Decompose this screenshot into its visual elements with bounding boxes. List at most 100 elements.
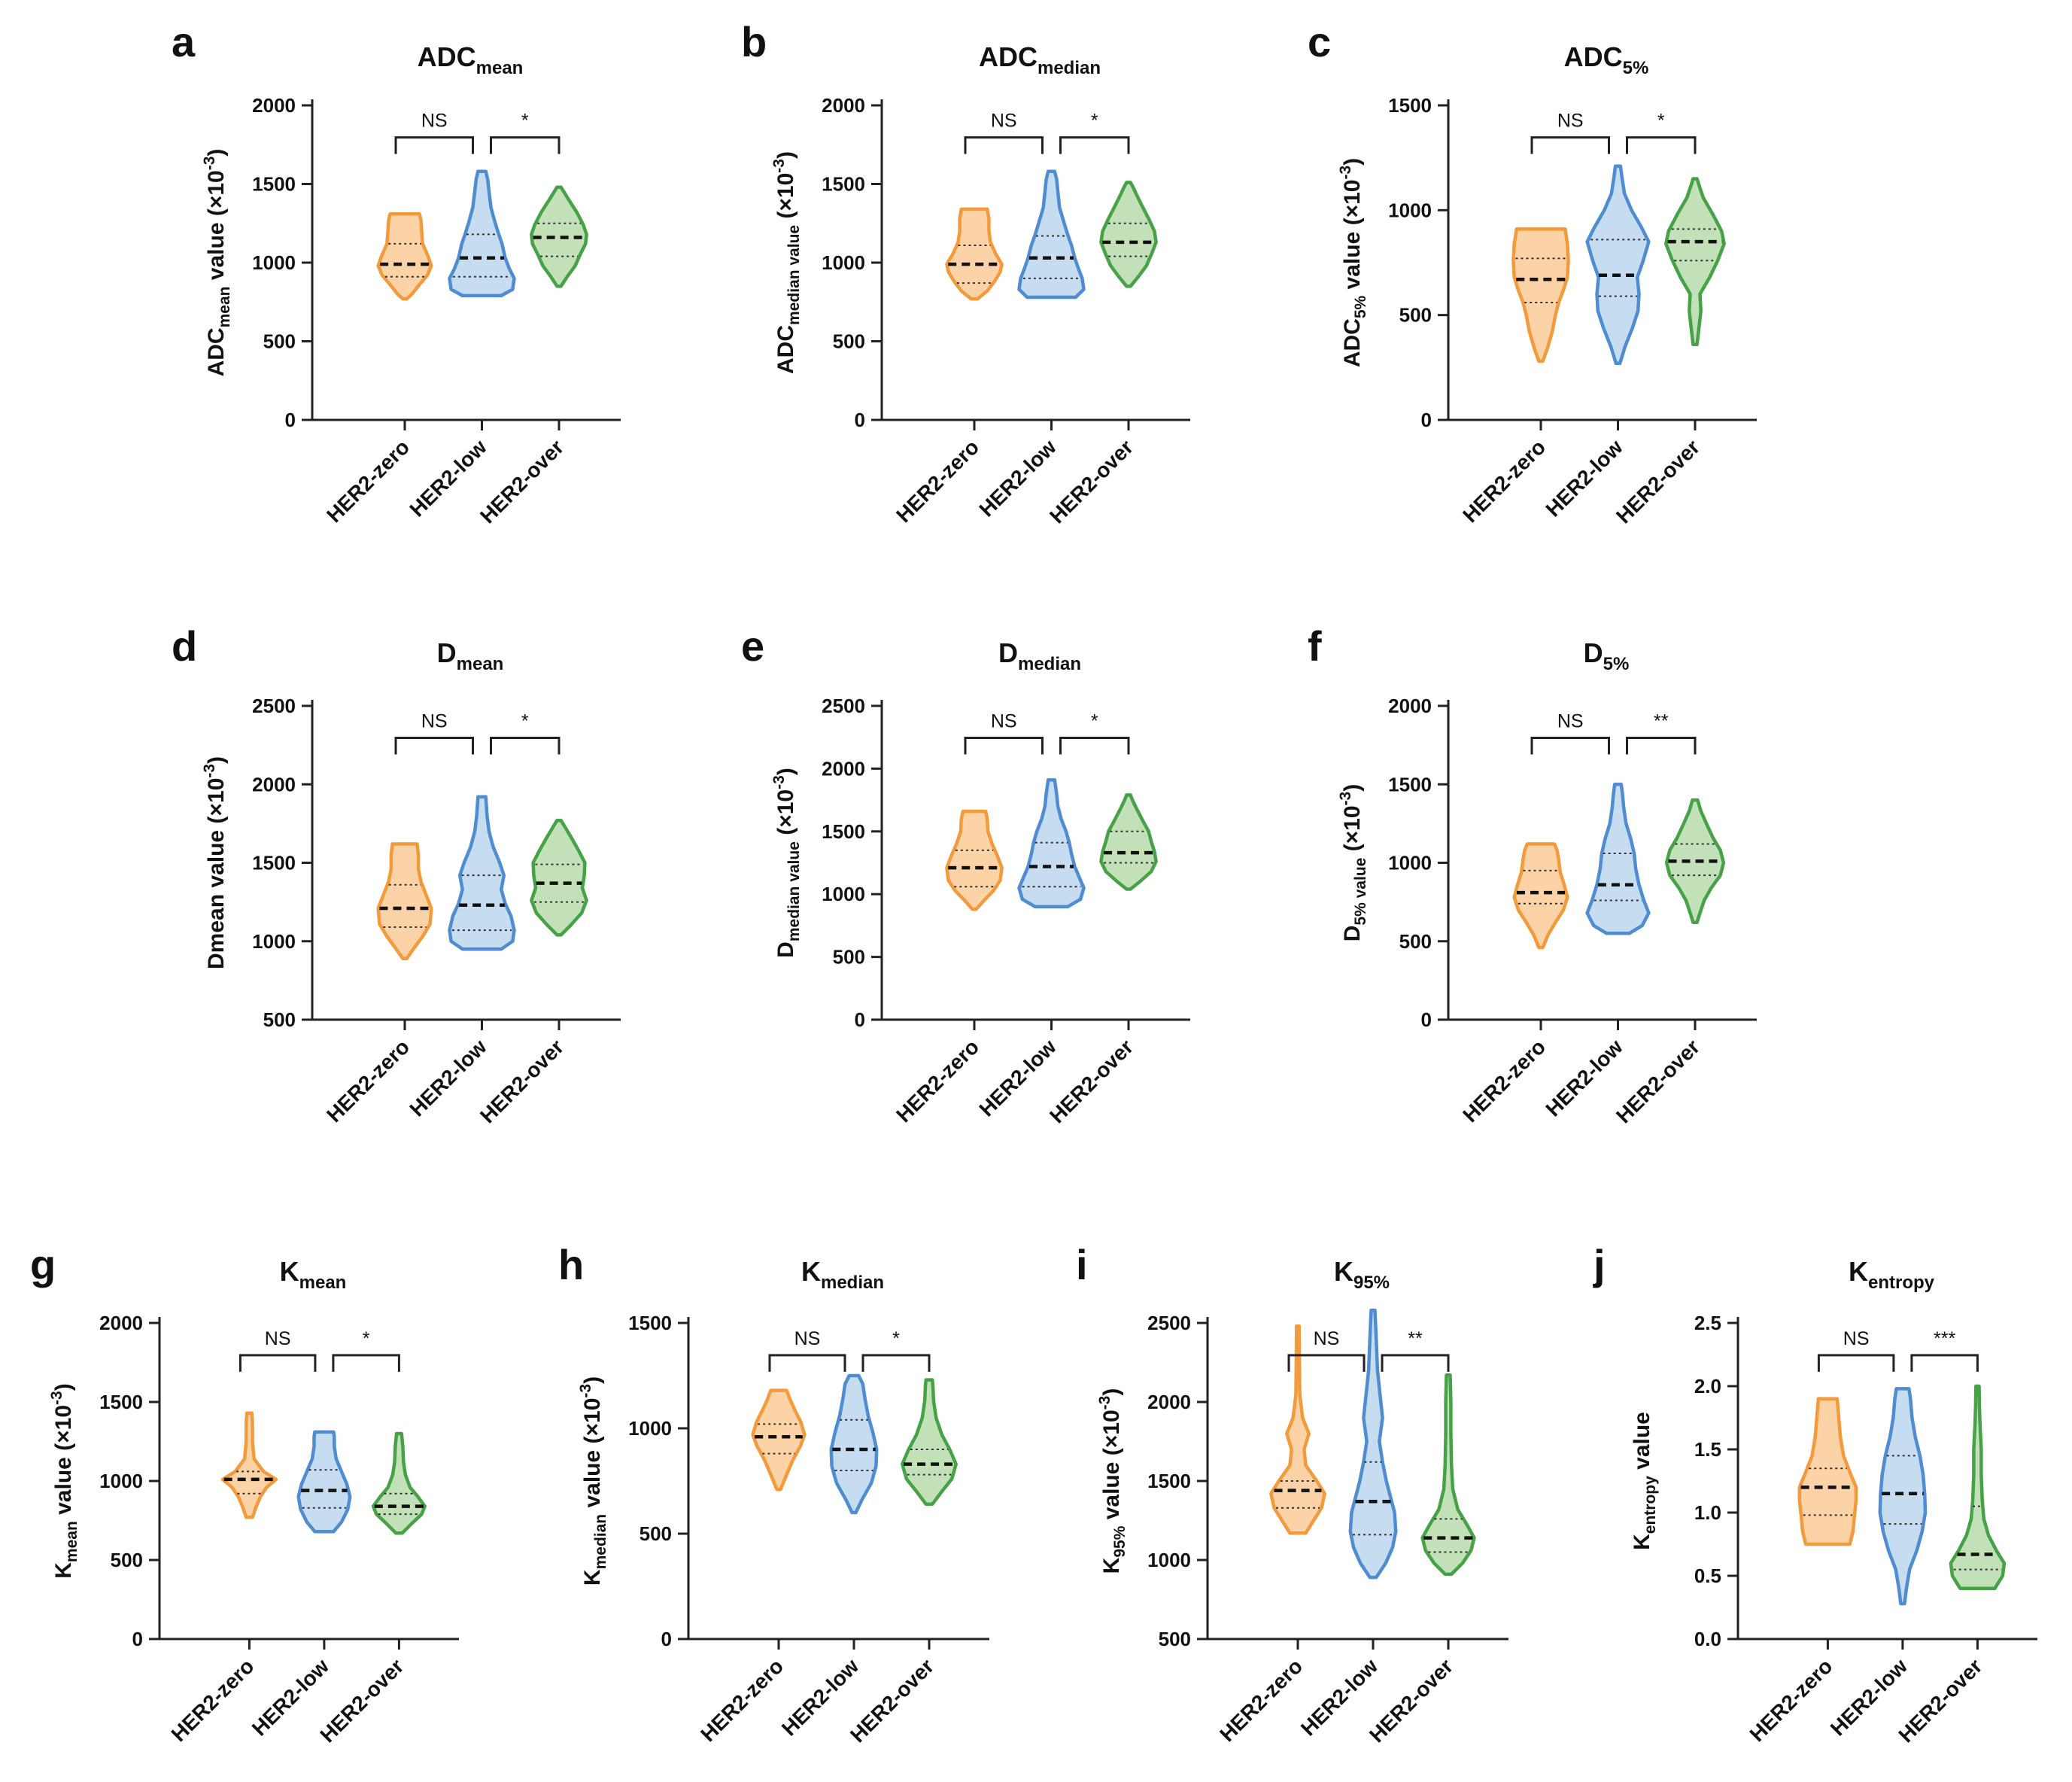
panel-letter: h (558, 1241, 584, 1288)
significance-label: * (892, 1328, 900, 1349)
chart-title: K95% (1334, 1256, 1390, 1293)
x-category-label: HER2-zero (1745, 1654, 1837, 1746)
violin-body (530, 818, 588, 937)
significance-bracket: NS (768, 1328, 846, 1372)
violin-body (1664, 798, 1726, 924)
significance-bracket: * (332, 1328, 400, 1372)
violin-body (1585, 164, 1651, 366)
x-category-label: HER2-over (1045, 1035, 1138, 1127)
bracket-line (964, 736, 1044, 755)
significance-label: NS (991, 710, 1017, 731)
y-tick-label: 500 (263, 1008, 296, 1031)
y-tick-label: 1000 (1388, 199, 1432, 221)
violin-her2-low (296, 1430, 352, 1534)
y-tick-label: 500 (263, 330, 296, 353)
significance-label: * (1657, 111, 1665, 132)
y-axis-label: D5% value (×10-3) (1337, 784, 1369, 941)
chart-title: Dmedian (998, 637, 1081, 674)
significance-label: * (521, 111, 529, 132)
violin-body (945, 207, 1004, 301)
bracket-line (490, 136, 561, 154)
y-axis-label: ADCmedian value (×10-3) (770, 151, 803, 374)
y-tick-label: 1500 (628, 1312, 672, 1334)
significance-bracket: NS (1817, 1328, 1895, 1372)
violin-body (945, 809, 1004, 911)
significance-label: NS (1557, 111, 1584, 132)
significance-bracket: * (490, 710, 561, 755)
violin-her2-low (1585, 783, 1651, 935)
violin-body (829, 1373, 879, 1515)
significance-bracket: NS (964, 710, 1044, 755)
bracket-line (1626, 736, 1697, 755)
significance-label: *** (1934, 1328, 1955, 1349)
panel-h: h Kmedian 0 500 1000 1500 Kmedian value (×10-3… (558, 1241, 989, 1747)
x-category-label: HER2-zero (1215, 1654, 1307, 1746)
y-axis-label: Kmedian value (×10-3) (577, 1376, 609, 1586)
violin-body (901, 1378, 958, 1507)
y-tick-label: 1000 (1147, 1549, 1191, 1571)
bracket-line (394, 736, 474, 755)
y-tick-label: 2500 (252, 695, 296, 717)
violin-body (1099, 181, 1158, 288)
violin-her2-zero (1511, 227, 1570, 363)
y-tick-label: 2500 (1147, 1312, 1191, 1334)
violin-body (1664, 177, 1726, 346)
x-category-label: HER2-over (475, 1035, 568, 1127)
violin-her2-low (448, 795, 516, 951)
x-category-label: HER2-over (1045, 435, 1138, 528)
violin-her2-low (1585, 164, 1651, 366)
significance-bracket: ** (1626, 710, 1697, 755)
y-tick-label: 0.0 (1694, 1628, 1721, 1650)
y-tick-label: 500 (1399, 930, 1432, 953)
violin-body (1797, 1397, 1858, 1546)
x-category-label: HER2-zero (322, 435, 414, 527)
y-tick-label: 1000 (822, 883, 865, 905)
violin-her2-over (1099, 793, 1158, 891)
significance-label: * (1091, 710, 1098, 731)
panel-letter: j (1593, 1241, 1606, 1288)
chart-title: Kmean (280, 1256, 347, 1293)
panel-i: i K95% 500 1000 1500 2000 2500 K95% value (×10-… (1076, 1241, 1508, 1747)
significance-bracket: * (1059, 111, 1130, 154)
bracket-line (1059, 136, 1130, 154)
chart-title: ADCmean (418, 41, 524, 78)
significance-label: NS (421, 111, 448, 132)
significance-label: NS (991, 111, 1017, 132)
panel-g: g Kmean 0 500 1000 1500 2000 Kmean value (×10-3… (30, 1241, 459, 1747)
x-category-label: HER2-zero (1458, 1035, 1550, 1127)
y-tick-label: 0 (661, 1628, 672, 1650)
violin-her2-zero (945, 809, 1004, 911)
significance-bracket: NS (238, 1328, 317, 1372)
violin-body (1878, 1387, 1928, 1606)
y-tick-label: 1500 (252, 852, 296, 874)
x-category-label: HER2-over (1612, 435, 1704, 528)
violin-her2-low (448, 169, 516, 298)
panel-letter: e (741, 622, 764, 670)
significance-label: NS (1314, 1328, 1340, 1349)
violin-body (751, 1388, 807, 1492)
violin-her2-zero (1512, 842, 1569, 950)
significance-bracket: NS (394, 710, 474, 755)
x-category-label: HER2-zero (1458, 435, 1550, 527)
x-category-label: HER2-zero (892, 435, 983, 527)
panel-c: c ADC5% 0 500 1000 1500 ADC5% value (×10-3) HER… (1308, 18, 1757, 528)
violin-her2-over (371, 1431, 427, 1535)
bracket-line (1817, 1354, 1895, 1372)
chart-title: D5% (1584, 637, 1630, 674)
y-tick-label: 1500 (1147, 1470, 1191, 1492)
y-tick-label: 0 (1421, 409, 1432, 431)
violin-body (1269, 1324, 1326, 1535)
x-category-label: HER2-over (1612, 1035, 1704, 1127)
panel-f: f D5% 0 500 1000 1500 2000 D5% value (×10-3) HER… (1308, 622, 1757, 1127)
panel-d: d Dmean 500 1000 1500 2000 2500 Dmean value (×1… (172, 622, 621, 1127)
y-tick-label: 1500 (822, 173, 865, 196)
significance-bracket: * (490, 111, 561, 154)
y-tick-label: 2000 (99, 1312, 143, 1334)
y-tick-label: 2000 (822, 757, 865, 780)
y-tick-label: 1500 (99, 1391, 143, 1413)
y-tick-label: 0 (132, 1628, 143, 1650)
panel-j: j Kentropy 0.0 0.5 1.0 1.5 2.0 2.5 Kentropy valu… (1593, 1241, 2037, 1747)
panel-b: b ADCmedian 0 500 1000 1500 2000 ADCmedian valu… (741, 18, 1190, 528)
violin-body (1420, 1373, 1476, 1577)
bracket-line (1910, 1354, 1979, 1372)
